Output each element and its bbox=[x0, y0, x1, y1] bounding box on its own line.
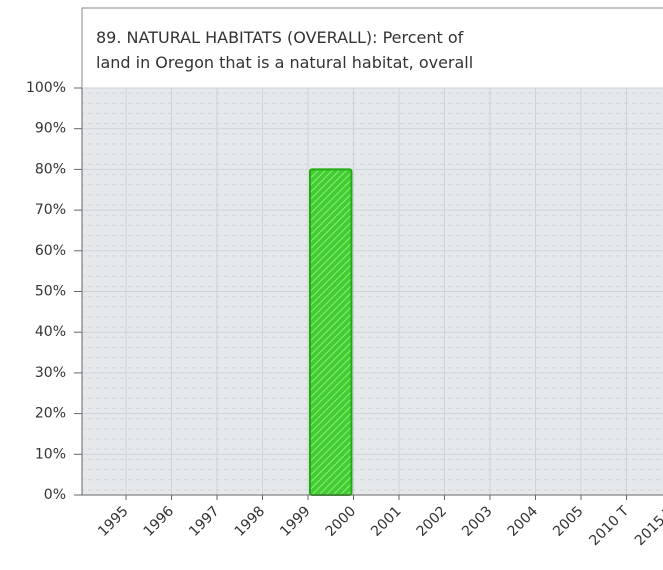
y-tick-label: 20% bbox=[35, 406, 66, 422]
x-tick-label: 2004 bbox=[505, 503, 542, 540]
x-tick-label: 2005 bbox=[550, 503, 587, 540]
x-tick-label: 2010 T bbox=[586, 503, 632, 549]
title-box bbox=[81, 7, 663, 89]
y-tick-label: 70% bbox=[35, 202, 66, 218]
x-tick-label: 2015 T bbox=[632, 503, 663, 549]
x-tick-label: 1999 bbox=[277, 503, 314, 540]
x-tick-label: 2001 bbox=[368, 503, 405, 540]
y-tick-label: 30% bbox=[35, 365, 66, 381]
x-tick-label: 2000 bbox=[323, 503, 360, 540]
x-tick-label: 2003 bbox=[459, 503, 496, 540]
bar bbox=[309, 168, 353, 496]
x-tick-label: 2002 bbox=[414, 503, 451, 540]
x-tick-label: 1997 bbox=[186, 503, 223, 540]
y-tick-label: 10% bbox=[35, 446, 66, 462]
y-tick-label: 80% bbox=[35, 161, 66, 177]
y-tick-label: 90% bbox=[35, 121, 66, 137]
x-tick-label: 1996 bbox=[141, 503, 178, 540]
x-tick-label: 1998 bbox=[232, 503, 269, 540]
chart-title: 89. NATURAL HABITATS (OVERALL): Percent … bbox=[96, 28, 464, 47]
chart-title: land in Oregon that is a natural habitat… bbox=[96, 53, 473, 72]
y-tick-label: 60% bbox=[35, 243, 66, 259]
y-tick-label: 100% bbox=[26, 80, 66, 96]
x-tick-label: 1995 bbox=[95, 503, 132, 540]
y-tick-label: 0% bbox=[44, 487, 66, 503]
y-tick-label: 50% bbox=[35, 284, 66, 300]
y-tick-label: 40% bbox=[35, 324, 66, 340]
